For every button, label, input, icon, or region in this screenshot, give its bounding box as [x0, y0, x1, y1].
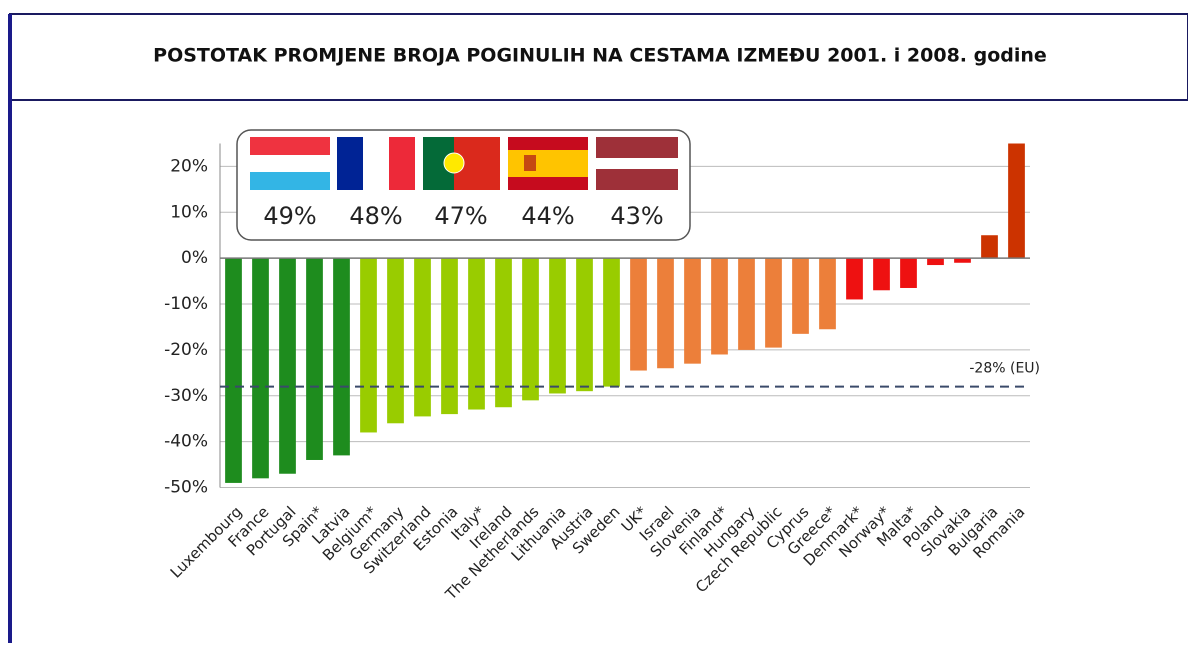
bar: [360, 258, 377, 433]
bar: [873, 258, 890, 291]
y-tick-label: -30%: [164, 386, 208, 406]
title-box: [9, 13, 1188, 101]
bar: [279, 258, 296, 474]
bar: [549, 258, 566, 394]
y-tick-label: 0%: [181, 248, 208, 268]
y-tick-label: -50%: [164, 478, 208, 498]
flag-box: [236, 129, 691, 241]
flag-portugal: [423, 137, 500, 190]
reference-label: -28% (EU): [969, 361, 1040, 377]
bar: [765, 258, 782, 348]
bar: [846, 258, 863, 300]
bar: [576, 258, 593, 392]
bar: [927, 258, 944, 266]
y-tick-label: -10%: [164, 294, 208, 314]
y-tick-label: 10%: [170, 202, 208, 222]
bar: [468, 258, 485, 410]
bar: [441, 258, 458, 415]
flag-label: 48%: [349, 202, 402, 230]
flag-luxembourg: [250, 137, 330, 190]
bar: [252, 258, 269, 479]
bar: [792, 258, 809, 334]
bar: [630, 258, 647, 371]
y-tick-label: 20%: [170, 156, 208, 176]
flag-label: 44%: [521, 202, 574, 230]
chart-title: POSTOTAK PROMJENE BROJA POGINULIH NA CES…: [153, 45, 1047, 67]
y-tick-label: -20%: [164, 340, 208, 360]
bar: [1008, 143, 1025, 259]
bar: [684, 258, 701, 364]
bar: [387, 258, 404, 424]
bar: [414, 258, 431, 417]
bar: [819, 258, 836, 330]
bar: [603, 258, 620, 387]
flag-label: 49%: [263, 202, 316, 230]
flag-latvia: [596, 137, 678, 190]
bar: [900, 258, 917, 288]
bar: [333, 258, 350, 456]
bar: [738, 258, 755, 350]
bar: [495, 258, 512, 408]
bar: [954, 258, 971, 263]
y-tick-label: -40%: [164, 432, 208, 452]
bar: [306, 258, 323, 460]
flag-label: 43%: [610, 202, 663, 230]
flag-label: 47%: [434, 202, 487, 230]
bar: [981, 235, 998, 259]
flag-france: [337, 137, 415, 190]
bar: [225, 258, 242, 483]
flag-spain: [508, 137, 588, 190]
bar: [711, 258, 728, 355]
bar: [522, 258, 539, 401]
bar: [657, 258, 674, 369]
